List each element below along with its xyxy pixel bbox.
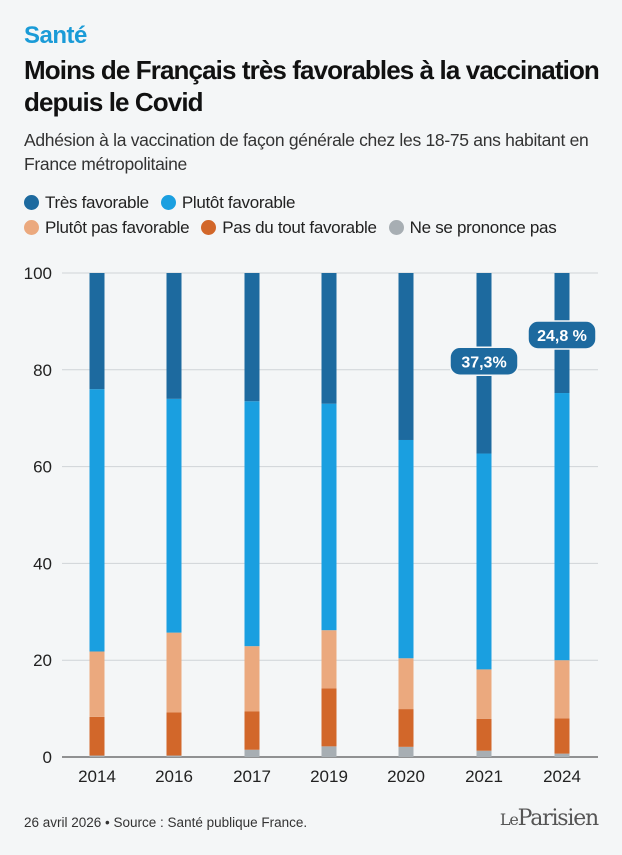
legend-swatch (160, 195, 176, 210)
legend-label: Très favorable (45, 192, 149, 212)
legend-label: Pas du tout favorable (222, 217, 377, 237)
legend-item-tres-favorable: Très favorable (24, 191, 149, 215)
bar-segment (398, 439, 414, 659)
bar-segment (244, 711, 260, 750)
legend-swatch (388, 220, 404, 235)
y-tick-label: 20 (33, 651, 52, 670)
bar-segment (166, 632, 182, 713)
bar-segment (398, 658, 414, 710)
y-tick-label: 0 (43, 748, 52, 767)
x-tick-label: 2020 (387, 767, 425, 786)
bar-segment (244, 646, 260, 712)
legend-label: Plutôt pas favorable (45, 217, 190, 237)
x-tick-label: 2019 (310, 767, 348, 786)
legend-item-pas-du-tout-favorable: Pas du tout favorable (201, 216, 377, 240)
legend-item-plutot-favorable: Plutôt favorable (160, 191, 296, 215)
bar-segment (89, 651, 105, 717)
bar-segment (166, 712, 182, 756)
y-tick-label: 80 (33, 361, 52, 380)
bar-segment (89, 273, 105, 390)
legend-label: Plutôt favorable (181, 192, 296, 212)
bar-segment (321, 746, 337, 757)
y-tick-label: 40 (33, 554, 52, 573)
bar-segment (321, 688, 337, 747)
bar-segment (321, 273, 337, 404)
bar-segment (398, 746, 414, 757)
annotation-pill (449, 346, 519, 377)
legend-row-1: Très favorable Plutôt favorable (24, 190, 614, 215)
logo-name: Parisien (517, 806, 600, 831)
source-note: 26 avril 2026 • Source : Santé publique … (24, 815, 308, 830)
bar-segment (554, 660, 570, 719)
legend-swatch (24, 195, 39, 210)
bar-segment (554, 393, 570, 661)
bar-segment (476, 669, 492, 719)
bar-segment (244, 749, 260, 757)
legend-item-ne-se-prononce-pas: Ne se prononce pas (388, 216, 557, 240)
chart-subtitle: Adhésion à la vaccination de façon génér… (24, 130, 589, 174)
bar-segment (89, 389, 105, 652)
le-parisien-logo: LeParisien (499, 806, 600, 831)
annotation-label: 24,8 % (537, 328, 587, 345)
bar-segment (476, 453, 492, 670)
legend-swatch (201, 220, 217, 235)
bar-segment (244, 401, 260, 647)
bar-segment (244, 273, 260, 402)
chart-title: Moins de Français très favorables à la v… (24, 55, 600, 117)
bar-segment (398, 273, 414, 440)
bar-segment (476, 718, 492, 751)
bar-segment (554, 753, 570, 757)
bar-segment (166, 755, 182, 757)
legend-swatch (24, 220, 39, 235)
bar-segment (398, 709, 414, 747)
annotation-label: 37,3% (461, 354, 506, 371)
bar-segment (166, 398, 182, 633)
bar-segment (476, 750, 492, 757)
legend-label: Ne se prononce pas (409, 217, 557, 237)
logo-prefix: Le (499, 810, 519, 829)
bar-segment (321, 403, 337, 631)
x-tick-label: 2021 (465, 767, 503, 786)
bar-segment (554, 718, 570, 754)
x-tick-label: 2016 (155, 767, 193, 786)
x-tick-label: 2024 (543, 767, 581, 786)
x-tick-label: 2017 (233, 767, 271, 786)
bar-segment (89, 716, 105, 756)
y-tick-label: 100 (24, 264, 52, 283)
kicker: Santé (24, 22, 87, 49)
annotation-pill (527, 320, 597, 350)
legend-row-2: Plutôt pas favorable Pas du tout favorab… (24, 215, 614, 240)
x-tick-label: 2014 (78, 767, 116, 786)
legend-item-plutot-pas-favorable: Plutôt pas favorable (24, 216, 190, 240)
legend: Très favorable Plutôt favorable Plutôt p… (24, 190, 614, 240)
bar-segment (321, 630, 337, 689)
y-tick-label: 60 (33, 458, 52, 477)
bar-segment (166, 273, 182, 399)
stacked-bar-chart: 0 20 40 60 80 100 2014 2016 2017 2019 2020 2021 2024… (24, 264, 598, 786)
bar-segment (89, 755, 105, 757)
